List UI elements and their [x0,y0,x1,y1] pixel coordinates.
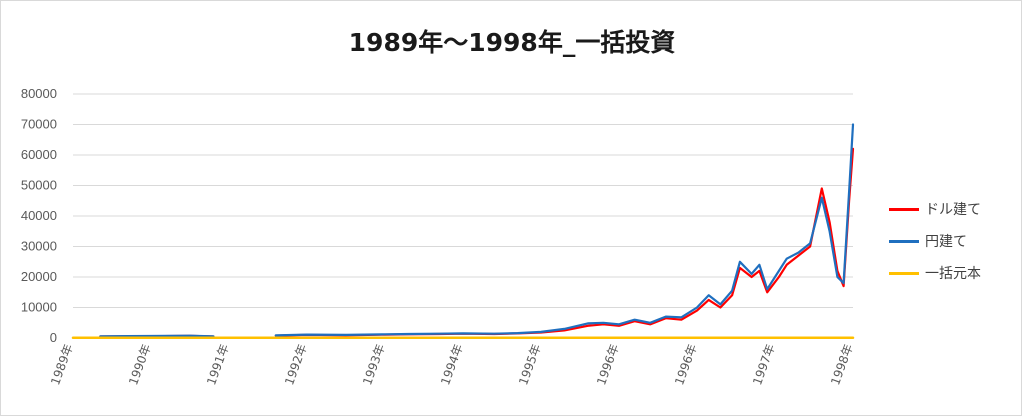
legend-label: ドル建て [925,202,981,218]
x-tick-label: 1989年 [48,342,76,387]
legend-label: 円建て [925,234,967,250]
legend-swatch [889,207,919,211]
legend-swatch [889,271,919,275]
x-tick-label: 1997年 [750,342,778,387]
x-tick-label: 1995年 [516,342,544,387]
x-tick-label: 1994年 [438,342,466,387]
chart-title: 1989年～1998年_一括投資 [348,28,676,57]
y-tick-label: 80000 [21,86,57,101]
y-tick-label: 50000 [21,178,57,193]
y-tick-label: 10000 [21,300,57,315]
y-tick-label: 20000 [21,269,57,284]
y-tick-label: 30000 [21,239,57,254]
legend-swatch [889,239,919,243]
legend-item: ドル建て [889,199,981,219]
x-tick-label: 1993年 [360,342,388,387]
x-tick-label: 1998年 [828,342,856,387]
legend-label: 一括元本 [925,266,981,282]
series-line-2 [99,123,855,338]
x-tick-label: 1996年 [672,342,700,387]
x-tick-label: 1990年 [126,342,154,387]
y-tick-label: 40000 [21,208,57,223]
legend-item: 円建て [889,231,967,251]
series-line-1 [99,147,855,338]
x-tick-label: 1991年 [204,342,232,387]
legend-item: 一括元本 [889,263,981,283]
y-tick-label: 0 [50,330,57,345]
y-tick-label: 70000 [21,117,57,132]
x-tick-label: 1992年 [282,342,310,387]
x-tick-label: 1996年 [594,342,622,387]
y-tick-label: 60000 [21,147,57,162]
